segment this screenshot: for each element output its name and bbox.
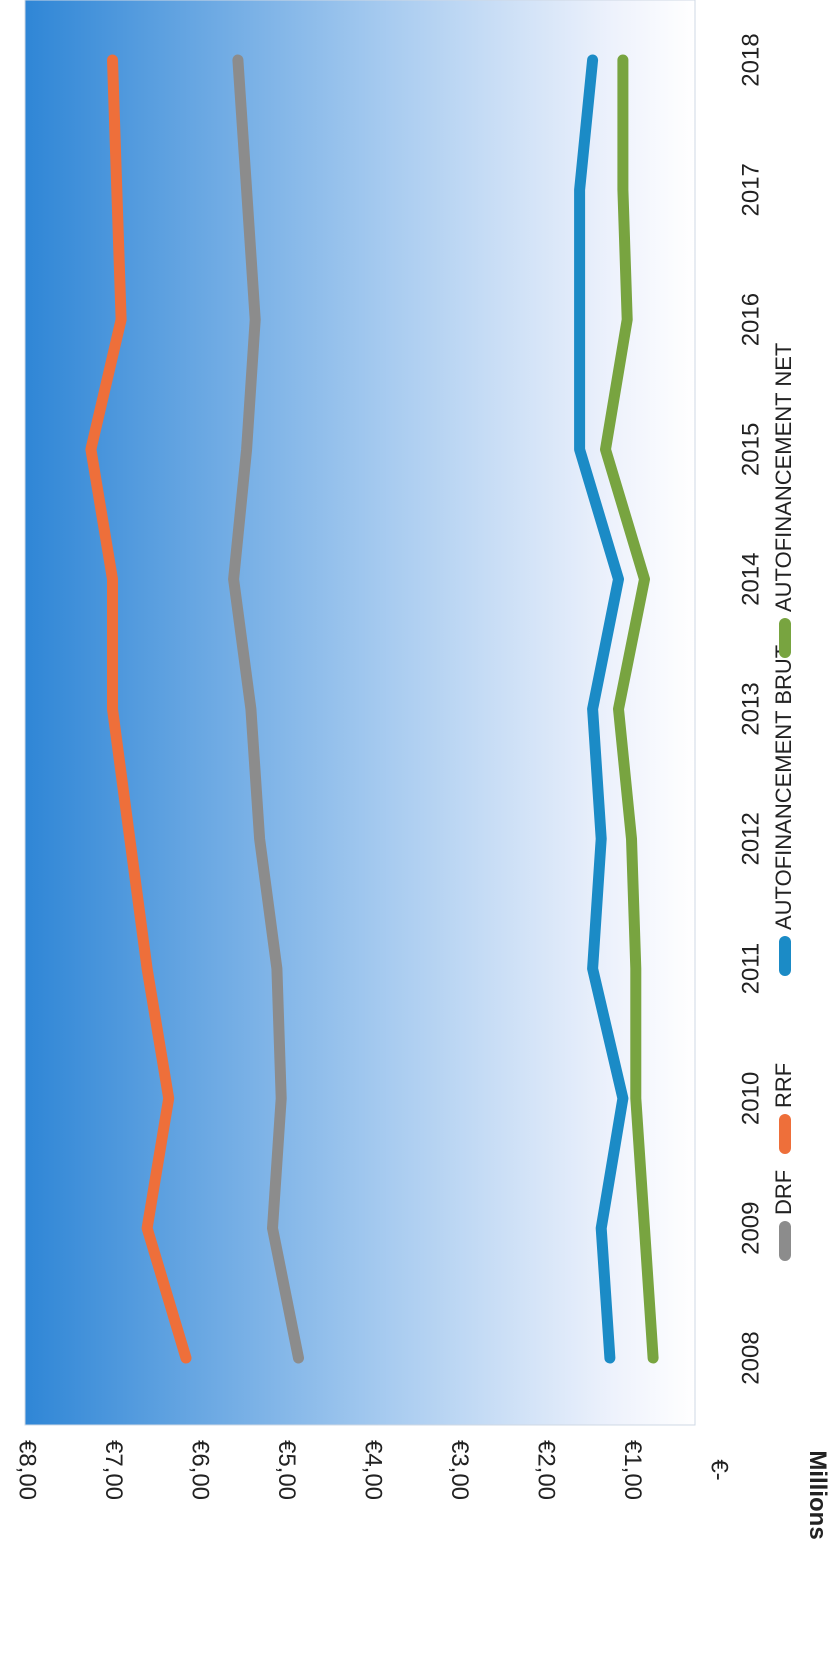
legend-swatch bbox=[779, 618, 791, 658]
y-tick-label: €5,00 bbox=[273, 1440, 300, 1500]
x-tick-label: 2015 bbox=[737, 423, 764, 476]
y-tick-label: €6,00 bbox=[187, 1440, 214, 1500]
y-tick-labels: €- €1,00 €2,00 €3,00 €4,00 €5,00 €6,00 €7,00 €8,… bbox=[14, 1440, 733, 1500]
series-line-drf bbox=[228, 54, 304, 1364]
x-tick-label: 2008 bbox=[737, 1331, 764, 1384]
series-line-autofinancement-brut bbox=[574, 54, 629, 1364]
x-tick-label: 2011 bbox=[737, 943, 764, 995]
legend-swatch bbox=[779, 1221, 791, 1261]
y-tick-label: €8,00 bbox=[14, 1440, 41, 1500]
y-tick-label: €7,00 bbox=[100, 1440, 127, 1500]
series-layer bbox=[85, 54, 659, 1364]
legend-entry: AUTOFINANCEMENT NET bbox=[771, 343, 796, 658]
x-tick-label: 2009 bbox=[737, 1202, 764, 1255]
legend-swatch bbox=[779, 1114, 791, 1154]
y-axis-title: Millions bbox=[804, 1450, 831, 1539]
legend-swatch bbox=[779, 936, 791, 976]
series-line-autofinancement-net bbox=[600, 54, 659, 1364]
legend-entry: AUTOFINANCEMENT BRUT bbox=[771, 645, 796, 976]
x-tick-label: 2016 bbox=[737, 293, 764, 346]
y-tick-label: €2,00 bbox=[533, 1440, 560, 1500]
x-tick-label: 2013 bbox=[737, 682, 764, 735]
x-tick-label: 2014 bbox=[737, 553, 764, 606]
series-line-rrf bbox=[85, 54, 192, 1364]
legend-entry: RRF bbox=[771, 1063, 796, 1154]
legend-entry: DRF bbox=[771, 1170, 796, 1261]
y-tick-label: €3,00 bbox=[446, 1440, 473, 1500]
x-tick-label: 2010 bbox=[737, 1072, 764, 1125]
legend-label: AUTOFINANCEMENT NET bbox=[771, 343, 796, 612]
legend: DRF RRF AUTOFINANCEMENT BRUT AUTOFINANCEMEN… bbox=[771, 343, 796, 1261]
y-tick-label: €- bbox=[706, 1459, 733, 1480]
x-tick-labels: 2008 2009 2010 2011 2012 2013 2014 2015 2016 2017… bbox=[737, 33, 764, 1384]
y-tick-label: €4,00 bbox=[360, 1440, 387, 1500]
legend-label: AUTOFINANCEMENT BRUT bbox=[771, 645, 796, 930]
x-tick-label: 2017 bbox=[737, 163, 764, 216]
legend-label: DRF bbox=[771, 1170, 796, 1215]
x-tick-label: 2018 bbox=[737, 33, 764, 86]
y-tick-label: €1,00 bbox=[619, 1440, 646, 1500]
y-axis-label: Millions bbox=[804, 1450, 831, 1539]
legend-label: RRF bbox=[771, 1063, 796, 1108]
x-tick-label: 2012 bbox=[737, 812, 764, 865]
